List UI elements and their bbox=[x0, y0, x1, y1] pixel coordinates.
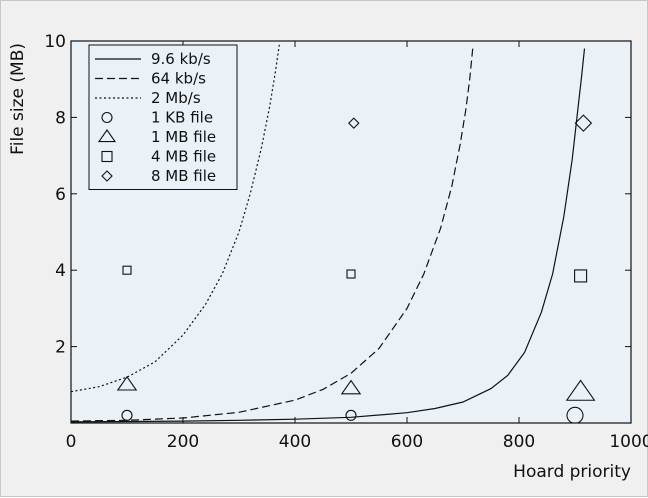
y-tick-label: 2 bbox=[55, 338, 66, 358]
legend-box bbox=[88, 44, 238, 190]
y-tick-label: 10 bbox=[44, 32, 66, 52]
x-tick-label: 200 bbox=[167, 432, 199, 452]
y-axis: 2 4 6 8 10 bbox=[44, 32, 631, 358]
x-tick-label: 400 bbox=[279, 432, 311, 452]
circle-marker bbox=[566, 406, 584, 423]
legend-swatch-diamond bbox=[101, 170, 113, 182]
legend-label: 64 kb/s bbox=[151, 70, 206, 88]
y-tick-label: 6 bbox=[55, 185, 66, 205]
x-tick-label: 800 bbox=[503, 432, 535, 452]
x-axis-title: Hoard priority bbox=[513, 462, 631, 482]
legend-swatch-triangle bbox=[97, 129, 117, 143]
square-marker bbox=[574, 269, 588, 283]
x-axis: 0 200 400 600 800 1000 bbox=[66, 41, 648, 452]
series-line-0 bbox=[71, 48, 586, 423]
triangle-marker bbox=[340, 379, 362, 395]
y-axis-title: File size (MB) bbox=[8, 43, 28, 155]
x-tick-label: 600 bbox=[391, 432, 423, 452]
legend-label: 4 MB file bbox=[151, 148, 216, 166]
legend-label: 1 MB file bbox=[151, 128, 216, 146]
y-tick-label: 4 bbox=[55, 261, 66, 281]
diamond-marker bbox=[348, 117, 360, 129]
legend-label: 1 KB file bbox=[151, 109, 213, 127]
legend-label: 9.6 kb/s bbox=[151, 50, 211, 68]
square-marker bbox=[122, 265, 132, 275]
legend-swatch-circle bbox=[101, 111, 113, 124]
diamond-marker bbox=[574, 114, 593, 132]
series-line-1 bbox=[71, 44, 474, 422]
series-layer bbox=[71, 44, 596, 423]
legend-label: 8 MB file bbox=[151, 167, 216, 185]
square-marker bbox=[346, 269, 356, 279]
legend-swatch-square bbox=[101, 150, 113, 163]
legend-label: 2 Mb/s bbox=[151, 89, 201, 107]
triangle-marker bbox=[565, 379, 596, 401]
x-tick-label: 0 bbox=[66, 432, 77, 452]
circle-marker bbox=[121, 409, 133, 421]
x-tick-label: 1000 bbox=[609, 432, 648, 452]
triangle-marker bbox=[116, 375, 138, 391]
y-tick-label: 8 bbox=[55, 108, 66, 128]
circle-marker bbox=[345, 409, 357, 421]
